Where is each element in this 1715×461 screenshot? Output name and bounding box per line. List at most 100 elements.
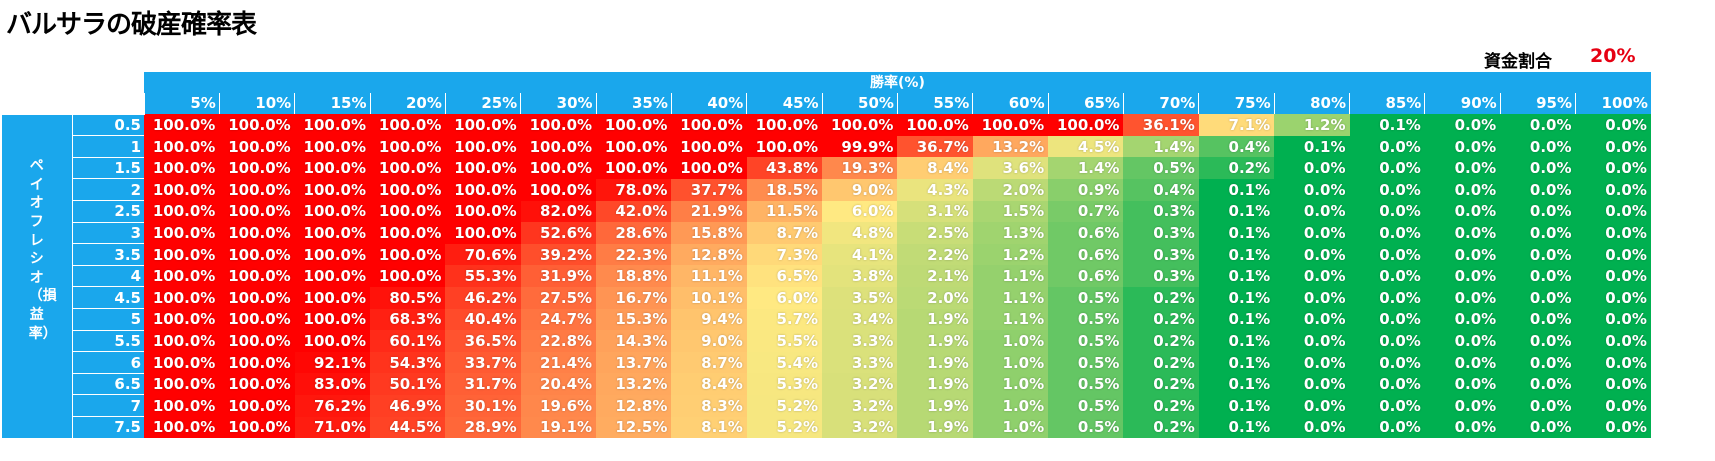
heatmap-cell: 0.0%: [1424, 114, 1501, 136]
heatmap-cell: 100.0%: [294, 286, 371, 309]
heatmap-cell: 3.2%: [822, 394, 898, 417]
x-axis-title: 勝率(%): [144, 72, 1651, 93]
heatmap-cell: 0.9%: [1048, 178, 1124, 201]
heatmap-cell: 100.0%: [219, 394, 295, 417]
heatmap-cell: 18.8%: [596, 265, 672, 287]
table-row: 6 100.0% 100.0% 92.1% 54.3% 33.7% 21.4% 13.7% 8.…: [2, 351, 1651, 374]
heatmap-cell: 0.5%: [1123, 157, 1199, 179]
column-header: 55%: [896, 92, 973, 115]
heatmap-cell: 36.1%: [1123, 114, 1199, 136]
heatmap-cell: 0.0%: [1575, 135, 1651, 158]
row-header: 3.5: [71, 243, 144, 266]
heatmap-cell: 1.0%: [972, 330, 1049, 352]
heatmap-cell: 0.0%: [1500, 416, 1576, 438]
heatmap-cell: 100.0%: [370, 178, 446, 201]
heatmap-cell: 100.0%: [144, 330, 220, 352]
heatmap-cell: 100.0%: [294, 178, 371, 201]
heatmap-cell: 100.0%: [219, 114, 295, 136]
heatmap-cell: 0.0%: [1575, 157, 1651, 179]
heatmap-cell: 100.0%: [219, 135, 295, 158]
heatmap-cell: 12.8%: [596, 394, 672, 417]
heatmap-cell: 12.8%: [671, 243, 747, 266]
heatmap-cell: 100.0%: [219, 416, 295, 438]
column-header: 20%: [369, 92, 446, 115]
heatmap-cell: 0.0%: [1500, 200, 1576, 223]
heatmap-cell: 100.0%: [144, 178, 220, 201]
heatmap-cell: 100.0%: [445, 178, 521, 201]
heatmap-cell: 14.3%: [596, 330, 672, 352]
heatmap-cell: 0.0%: [1575, 200, 1651, 223]
heatmap-cell: 100.0%: [144, 373, 220, 395]
heatmap-cell: 39.2%: [520, 243, 597, 266]
heatmap-cell: 0.0%: [1349, 243, 1425, 266]
heatmap-cell: 28.9%: [445, 416, 521, 438]
heatmap-cell: 100.0%: [144, 394, 220, 417]
heatmap-cell: 6.0%: [746, 286, 823, 309]
heatmap-cell: 100.0%: [671, 157, 747, 179]
row-header: 6: [71, 351, 144, 374]
heatmap-cell: 9.4%: [671, 308, 747, 331]
heatmap-cell: 78.0%: [596, 178, 672, 201]
page-title: バルサラの破産確率表: [6, 10, 257, 40]
row-header: 6.5: [71, 372, 144, 395]
heatmap-cell: 0.0%: [1424, 265, 1501, 287]
heatmap-cell: 1.4%: [1048, 157, 1124, 179]
heatmap-cell: 100.0%: [445, 114, 521, 136]
heatmap-cell: 0.0%: [1575, 308, 1651, 331]
heatmap-cell: 0.6%: [1048, 243, 1124, 266]
heatmap-cell: 0.0%: [1500, 135, 1576, 158]
heatmap-cell: 0.1%: [1198, 394, 1275, 417]
heatmap-cell: 44.5%: [370, 416, 446, 438]
fund-ratio-value: 20%: [1590, 45, 1636, 67]
heatmap-cell: 24.7%: [520, 308, 597, 331]
heatmap-cell: 100.0%: [1048, 114, 1124, 136]
heatmap-cell: 100.0%: [294, 243, 371, 266]
heatmap-cell: 4.1%: [822, 243, 898, 266]
heatmap-cell: 100.0%: [294, 157, 371, 179]
heatmap-cell: 3.3%: [822, 351, 898, 374]
heatmap-cell: 2.1%: [897, 265, 973, 287]
heatmap-cell: 43.8%: [746, 157, 823, 179]
heatmap-cell: 1.9%: [897, 330, 973, 352]
heatmap-cell: 1.9%: [897, 351, 973, 374]
heatmap-cell: 1.3%: [972, 222, 1049, 244]
heatmap-cell: 5.7%: [746, 308, 823, 331]
heatmap-cell: 52.6%: [520, 222, 597, 244]
heatmap-cell: 100.0%: [144, 114, 220, 136]
heatmap-cell: 0.0%: [1424, 178, 1501, 201]
heatmap-cell: 8.7%: [746, 222, 823, 244]
heatmap-cell: 100.0%: [520, 114, 597, 136]
column-header: 40%: [670, 92, 747, 115]
heatmap-cell: 100.0%: [445, 157, 521, 179]
heatmap-cell: 8.1%: [671, 416, 747, 438]
heatmap-cell: 8.3%: [671, 394, 747, 417]
heatmap-cell: 0.0%: [1349, 373, 1425, 395]
corner-blank: [2, 92, 144, 115]
heatmap-cell: 0.0%: [1424, 351, 1501, 374]
heatmap-cell: 82.0%: [520, 200, 597, 223]
heatmap-cell: 0.2%: [1123, 373, 1199, 395]
heatmap-cell: 0.0%: [1500, 351, 1576, 374]
column-header: 85%: [1348, 92, 1425, 115]
heatmap-cell: 0.0%: [1575, 114, 1651, 136]
heatmap-cell: 21.9%: [671, 200, 747, 223]
row-header: 2: [71, 178, 144, 201]
heatmap-cell: 0.5%: [1048, 286, 1124, 309]
heatmap-cell: 100.0%: [370, 222, 446, 244]
table-row: 3 100.0% 100.0% 100.0% 100.0% 100.0% 52.6% 28.6…: [2, 221, 1651, 244]
column-header: 75%: [1198, 92, 1275, 115]
heatmap-cell: 1.0%: [972, 373, 1049, 395]
table-row: 4.5 100.0% 100.0% 100.0% 80.5% 46.2% 27.5% 16.7…: [2, 286, 1651, 309]
heatmap-cell: 0.0%: [1500, 243, 1576, 266]
heatmap-cell: 1.4%: [1123, 135, 1199, 158]
heatmap-cell: 0.1%: [1198, 373, 1275, 395]
heatmap-cell: 0.2%: [1123, 394, 1199, 417]
heatmap-cell: 0.1%: [1274, 135, 1350, 158]
row-header: 5.5: [71, 329, 144, 352]
row-header: 4: [71, 264, 144, 287]
heatmap-cell: 100.0%: [294, 330, 371, 352]
row-header: 7.5: [71, 415, 144, 438]
heatmap-cell: 0.3%: [1123, 222, 1199, 244]
column-header: 15%: [294, 92, 371, 115]
heatmap-cell: 20.4%: [520, 373, 597, 395]
